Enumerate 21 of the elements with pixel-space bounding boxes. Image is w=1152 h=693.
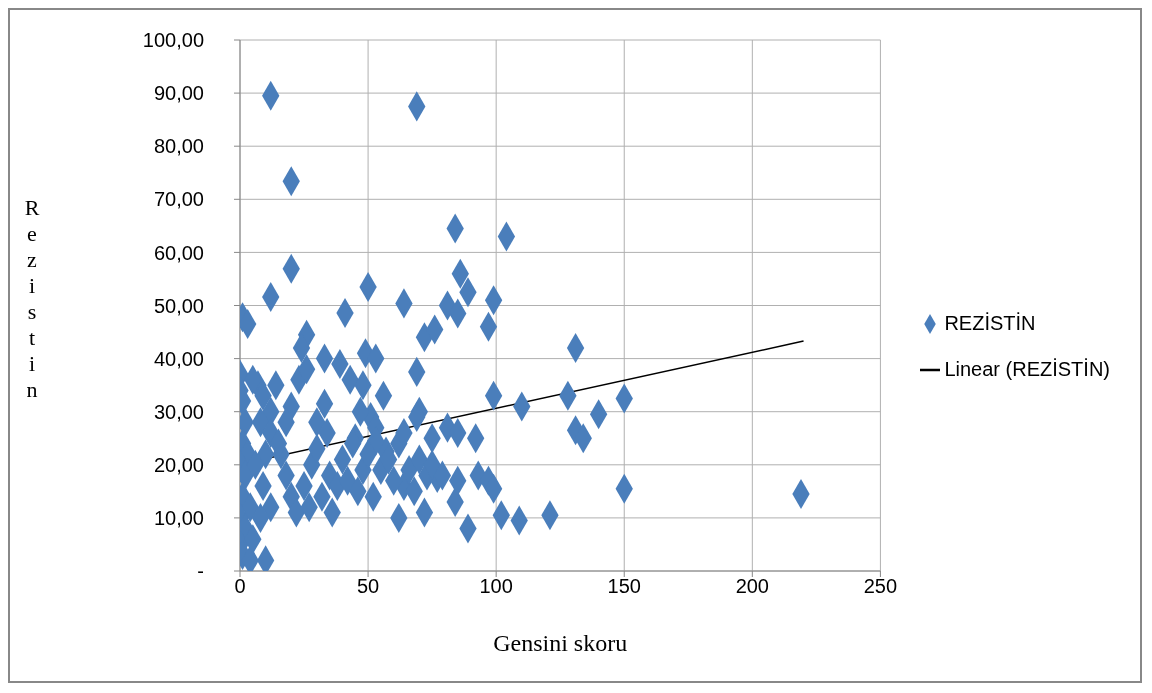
y-tick-label: 20,00: [153, 453, 204, 476]
y-tick-label: 10,00: [153, 507, 204, 529]
y-tick-label: 50,00: [153, 294, 204, 317]
y-tick-label: -: [197, 560, 204, 583]
y-tick-label: 30,00: [153, 400, 204, 423]
y-tick-label: 60,00: [153, 241, 204, 264]
legend-label: REZİSTİN: [944, 311, 1036, 334]
x-axis-title: Gensini skoru: [493, 630, 628, 656]
x-tick-label: 0: [234, 575, 246, 598]
x-tick-label: 150: [607, 575, 641, 598]
y-tick-label: 80,00: [153, 135, 204, 158]
y-tick-label: 100,00: [142, 29, 204, 52]
y-axis-title: Rezistin: [24, 194, 40, 402]
y-tick-label: 40,00: [153, 347, 204, 370]
x-tick-label: 250: [863, 575, 898, 598]
legend-label: Linear (REZİSTİN): [944, 357, 1110, 380]
x-tick-label: 200: [735, 575, 770, 598]
x-tick-label: 50: [356, 575, 380, 598]
x-tick-label: 100: [479, 575, 513, 598]
y-tick-label: 90,00: [153, 82, 204, 105]
y-tick-label: 70,00: [153, 188, 204, 211]
